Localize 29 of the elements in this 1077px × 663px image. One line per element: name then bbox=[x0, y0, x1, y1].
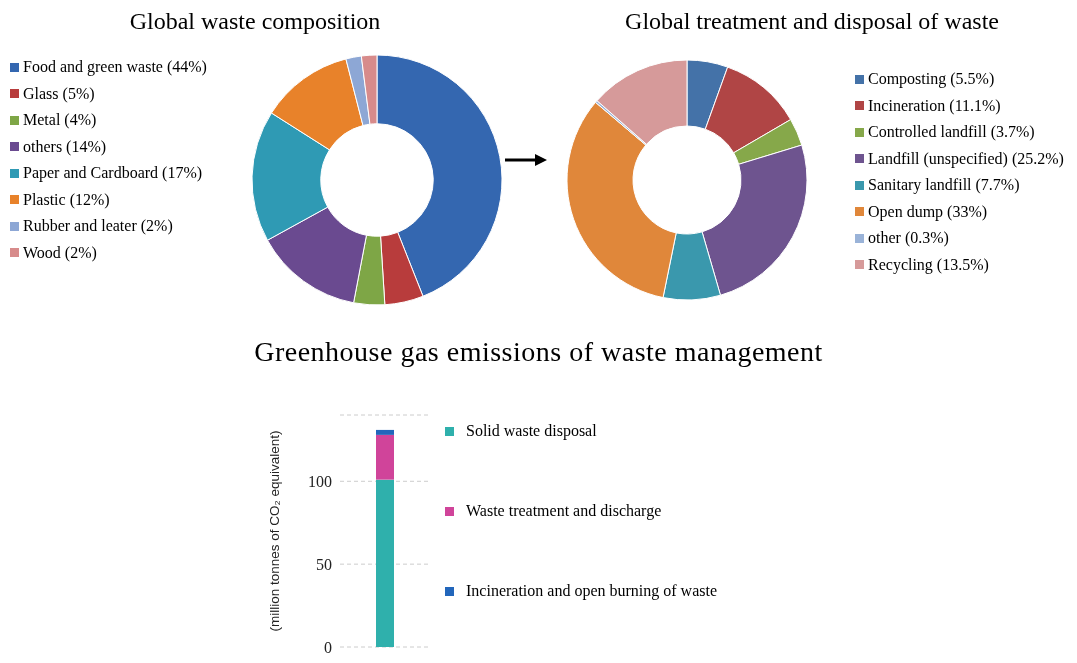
legend-label: others (14%) bbox=[23, 137, 107, 156]
legend-label: Plastic (12%) bbox=[23, 190, 110, 209]
y-tick-label: 100 bbox=[308, 472, 332, 490]
legend-label: Paper and Cardboard (17%) bbox=[23, 164, 203, 182]
bar bbox=[376, 429, 394, 435]
legend-label: Open dump (33%) bbox=[868, 202, 988, 221]
y-tick-label: 50 bbox=[316, 555, 332, 573]
legend-label: Metal (4%) bbox=[23, 111, 97, 129]
legend-label: Recycling (13.5%) bbox=[868, 255, 989, 274]
legend-label: Landfill (unspecified) (25.2%) bbox=[868, 149, 1064, 168]
legend-label: Waste treatment and discharge bbox=[466, 502, 662, 520]
y-tick-label: 0 bbox=[324, 638, 332, 656]
chart-title: Global treatment and disposal of waste bbox=[624, 8, 1000, 35]
y-axis-title: (million tonnes of CO₂ equivalent) bbox=[266, 430, 282, 632]
bar bbox=[376, 479, 394, 647]
legend-label: Glass (5%) bbox=[23, 84, 95, 103]
text: Greenhouse gas emissions of waste management bbox=[253, 336, 824, 368]
legend-label: Rubber and leater (2%) bbox=[23, 217, 173, 235]
legend-label: Wood (2%) bbox=[23, 243, 97, 262]
legend-label: Incineration and open burning of waste bbox=[466, 582, 718, 600]
legend-label: Composting (5.5%) bbox=[868, 70, 995, 88]
legend-label: other (0.3%) bbox=[868, 229, 949, 247]
legend-label: Sanitary landfill (7.7%) bbox=[868, 176, 1020, 194]
legend-label: Controlled landfill (3.7%) bbox=[868, 123, 1035, 141]
chart-title: Global waste composition bbox=[128, 8, 382, 35]
legend-label: Incineration (11.1%) bbox=[868, 96, 1001, 115]
legend-label: Solid waste disposal bbox=[466, 422, 597, 440]
bar bbox=[376, 434, 394, 480]
legend-label: Food and green waste (44%) bbox=[23, 58, 207, 76]
